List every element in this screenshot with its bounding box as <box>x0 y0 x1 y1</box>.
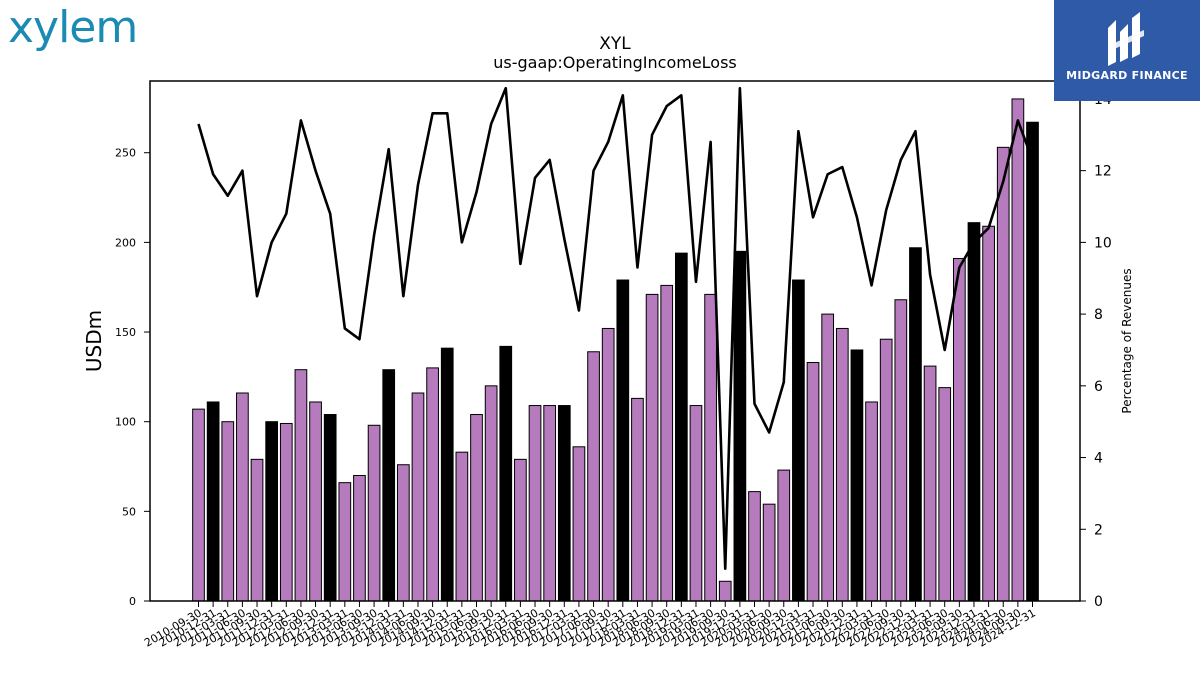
xylem-logo: xylem <box>8 2 138 53</box>
bar-2020-03-31 <box>748 491 761 602</box>
bar-2019-09-30 <box>718 580 732 602</box>
bar-2011-03-31 <box>221 421 235 602</box>
y2-tick-label: 12 <box>1094 164 1112 180</box>
y-tick-label: 150 <box>115 326 136 339</box>
bar-2020-12-31 <box>792 279 805 602</box>
bar-2018-09-30 <box>660 284 674 602</box>
bar-2010-09-30 <box>192 408 205 602</box>
bar-2016-12-31 <box>557 405 571 602</box>
bar-2020-09-30 <box>777 469 791 602</box>
bar-2019-03-31 <box>689 405 703 602</box>
bar-2019-06-30 <box>704 293 717 602</box>
midgard-finance-logo: MIDGARD FINANCE <box>1054 0 1200 101</box>
bar-2017-09-30 <box>601 327 615 602</box>
bar-2011-09-30 <box>250 458 264 602</box>
bar-2010-12-31 <box>206 401 220 602</box>
bar-2018-12-31 <box>674 252 688 602</box>
bar-2022-09-30 <box>894 299 908 602</box>
y2-tick-label: 2 <box>1094 522 1103 538</box>
bar-2021-12-31 <box>850 349 864 602</box>
line-series <box>197 86 1034 571</box>
bar-2012-03-31 <box>279 422 293 602</box>
chart-subtitle: us-gaap:OperatingIncomeLoss <box>493 53 737 72</box>
midgard-mark-icon <box>1108 12 1144 66</box>
chart-title: XYL <box>599 34 631 54</box>
bar-2013-09-30 <box>367 424 381 602</box>
bar-2024-03-31 <box>982 225 995 602</box>
bar-2014-03-31 <box>396 464 410 602</box>
plot-frame <box>149 80 1081 602</box>
bar-2021-03-31 <box>806 362 820 602</box>
bar-2024-12-31 <box>1026 121 1039 602</box>
y2-tick-label: 6 <box>1094 379 1103 395</box>
y2-tick-label: 0 <box>1094 594 1103 610</box>
bar-2018-03-31 <box>631 397 644 602</box>
bar-2015-09-30 <box>484 385 498 602</box>
bar-2013-06-30 <box>353 474 366 602</box>
bar-2014-06-30 <box>411 392 425 602</box>
bar-2023-09-30 <box>952 258 966 602</box>
percentage-line <box>197 86 1034 571</box>
bar-2013-12-31 <box>382 369 396 602</box>
bar-2017-12-31 <box>616 279 630 602</box>
bar-2017-03-31 <box>572 446 586 602</box>
bar-2014-09-30 <box>426 367 439 602</box>
axes: 050100150200250024681012142010-09-302010… <box>115 80 1112 650</box>
bar-series <box>192 98 1039 602</box>
bar-2024-09-30 <box>1011 98 1025 602</box>
y-tick-label: 250 <box>115 147 136 160</box>
bar-2024-06-30 <box>996 146 1010 602</box>
bar-2015-12-31 <box>499 345 513 602</box>
y2-tick-label: 10 <box>1094 235 1112 251</box>
midgard-logo-text: MIDGARD FINANCE <box>1066 69 1188 82</box>
y-tick-label: 100 <box>115 416 136 429</box>
bar-2021-09-30 <box>835 327 849 602</box>
bar-2016-06-30 <box>528 405 542 602</box>
bar-2023-06-30 <box>938 387 952 602</box>
y2-tick-label: 4 <box>1094 451 1103 467</box>
bar-2012-12-31 <box>323 414 337 602</box>
bar-2020-06-30 <box>762 503 776 602</box>
y-tick-label: 0 <box>129 595 136 608</box>
bar-2021-06-30 <box>821 313 835 602</box>
y2-axis-label: Percentage of Revenues <box>1120 268 1134 413</box>
bar-2016-09-30 <box>543 405 557 602</box>
bar-2012-09-30 <box>309 401 322 602</box>
y-tick-label: 200 <box>115 236 136 249</box>
bar-2015-06-30 <box>470 414 483 602</box>
bar-2015-03-31 <box>455 451 469 602</box>
bar-2023-12-31 <box>967 222 981 602</box>
bar-2013-03-31 <box>338 482 352 602</box>
bar-2017-06-30 <box>587 351 600 602</box>
y-tick-label: 50 <box>122 505 136 518</box>
bar-2011-06-30 <box>236 392 249 602</box>
bar-2019-12-31 <box>733 250 747 602</box>
bar-2014-12-31 <box>440 347 454 602</box>
y2-tick-label: 8 <box>1094 307 1103 323</box>
bar-2022-06-30 <box>879 338 893 602</box>
bar-2018-06-30 <box>645 293 659 602</box>
bar-2011-12-31 <box>265 421 279 602</box>
bar-2023-03-31 <box>923 365 937 602</box>
y-axis-label: USDm <box>82 310 106 372</box>
bar-2022-12-31 <box>909 247 922 602</box>
bar-2016-03-31 <box>514 458 527 602</box>
bar-2012-06-30 <box>294 369 308 602</box>
bar-2022-03-31 <box>865 401 878 602</box>
